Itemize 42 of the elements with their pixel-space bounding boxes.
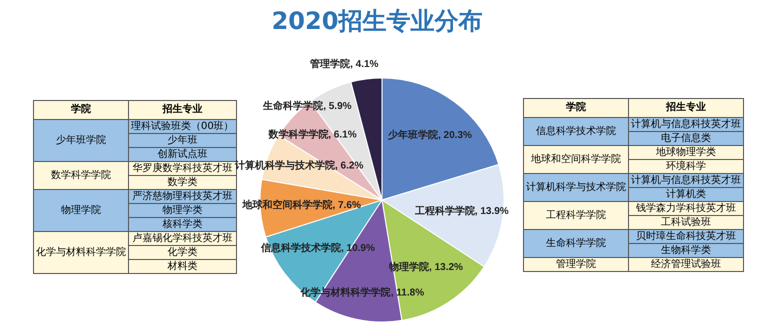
text: 化学类	[167, 246, 198, 258]
text: 创新试点班	[157, 148, 208, 160]
slice-label: 生命科学学院, 5.9%	[262, 100, 352, 112]
category-label: 生命科学学院	[546, 238, 606, 248]
category-label: 招生专业	[128, 100, 236, 120]
slice-label: 数学科学学院, 6.1%	[267, 128, 357, 141]
category-label: 工程科学学院	[546, 210, 606, 220]
text: 数学类	[167, 176, 198, 188]
category-label: 少年班学院	[56, 134, 106, 146]
category-label: 计算机科学与技术学院	[526, 182, 626, 192]
category-label: 信息科学技术学院	[536, 126, 616, 136]
category-label: 学院	[524, 98, 628, 118]
text: 严济慈物理科技英才班	[132, 190, 232, 202]
category-label: 地球和空间科学学院	[531, 154, 621, 164]
text: 计算机类	[666, 188, 706, 200]
text: 贝时璋生命科技英才班	[636, 230, 736, 242]
text: 华罗庚数学科技英才班	[132, 162, 232, 174]
slice-label: 工程科学学院, 13.9%	[414, 204, 509, 217]
category-label: 学院	[34, 100, 128, 120]
chart-title: 2020招生专业分布	[272, 7, 482, 35]
text: 钱学森力学科技英才班	[636, 202, 736, 214]
category-label: 化学与材料科学学院	[36, 246, 126, 258]
category-label: 物理学院	[61, 204, 101, 216]
text: 计算机与信息科技英才班	[631, 118, 741, 130]
slice-label: 管理学院, 4.1%	[309, 58, 379, 70]
text: 材料类	[167, 260, 198, 272]
text: 物理学类	[162, 204, 202, 216]
text: 生物科学类	[661, 244, 711, 256]
text: 少年班	[167, 134, 198, 146]
category-label: 招生专业	[628, 98, 744, 118]
text: 卢嘉锡化学科技英才班	[132, 232, 232, 244]
text: 核科学类	[162, 218, 202, 230]
slice-label: 少年班学院, 20.3%	[386, 128, 472, 141]
text: 计算机与信息科技英才班	[631, 174, 741, 186]
text: 电子信息类	[661, 132, 711, 144]
category-label: 数学科学学院	[51, 170, 111, 180]
text: 经济管理试验班	[651, 258, 721, 270]
text: 理科试验班类（00班）	[131, 120, 234, 132]
text: 环境科学	[666, 160, 706, 172]
text: 工科试验班	[661, 216, 711, 228]
text: 地球物理学类	[656, 146, 716, 158]
category-label: 管理学院	[556, 258, 596, 270]
